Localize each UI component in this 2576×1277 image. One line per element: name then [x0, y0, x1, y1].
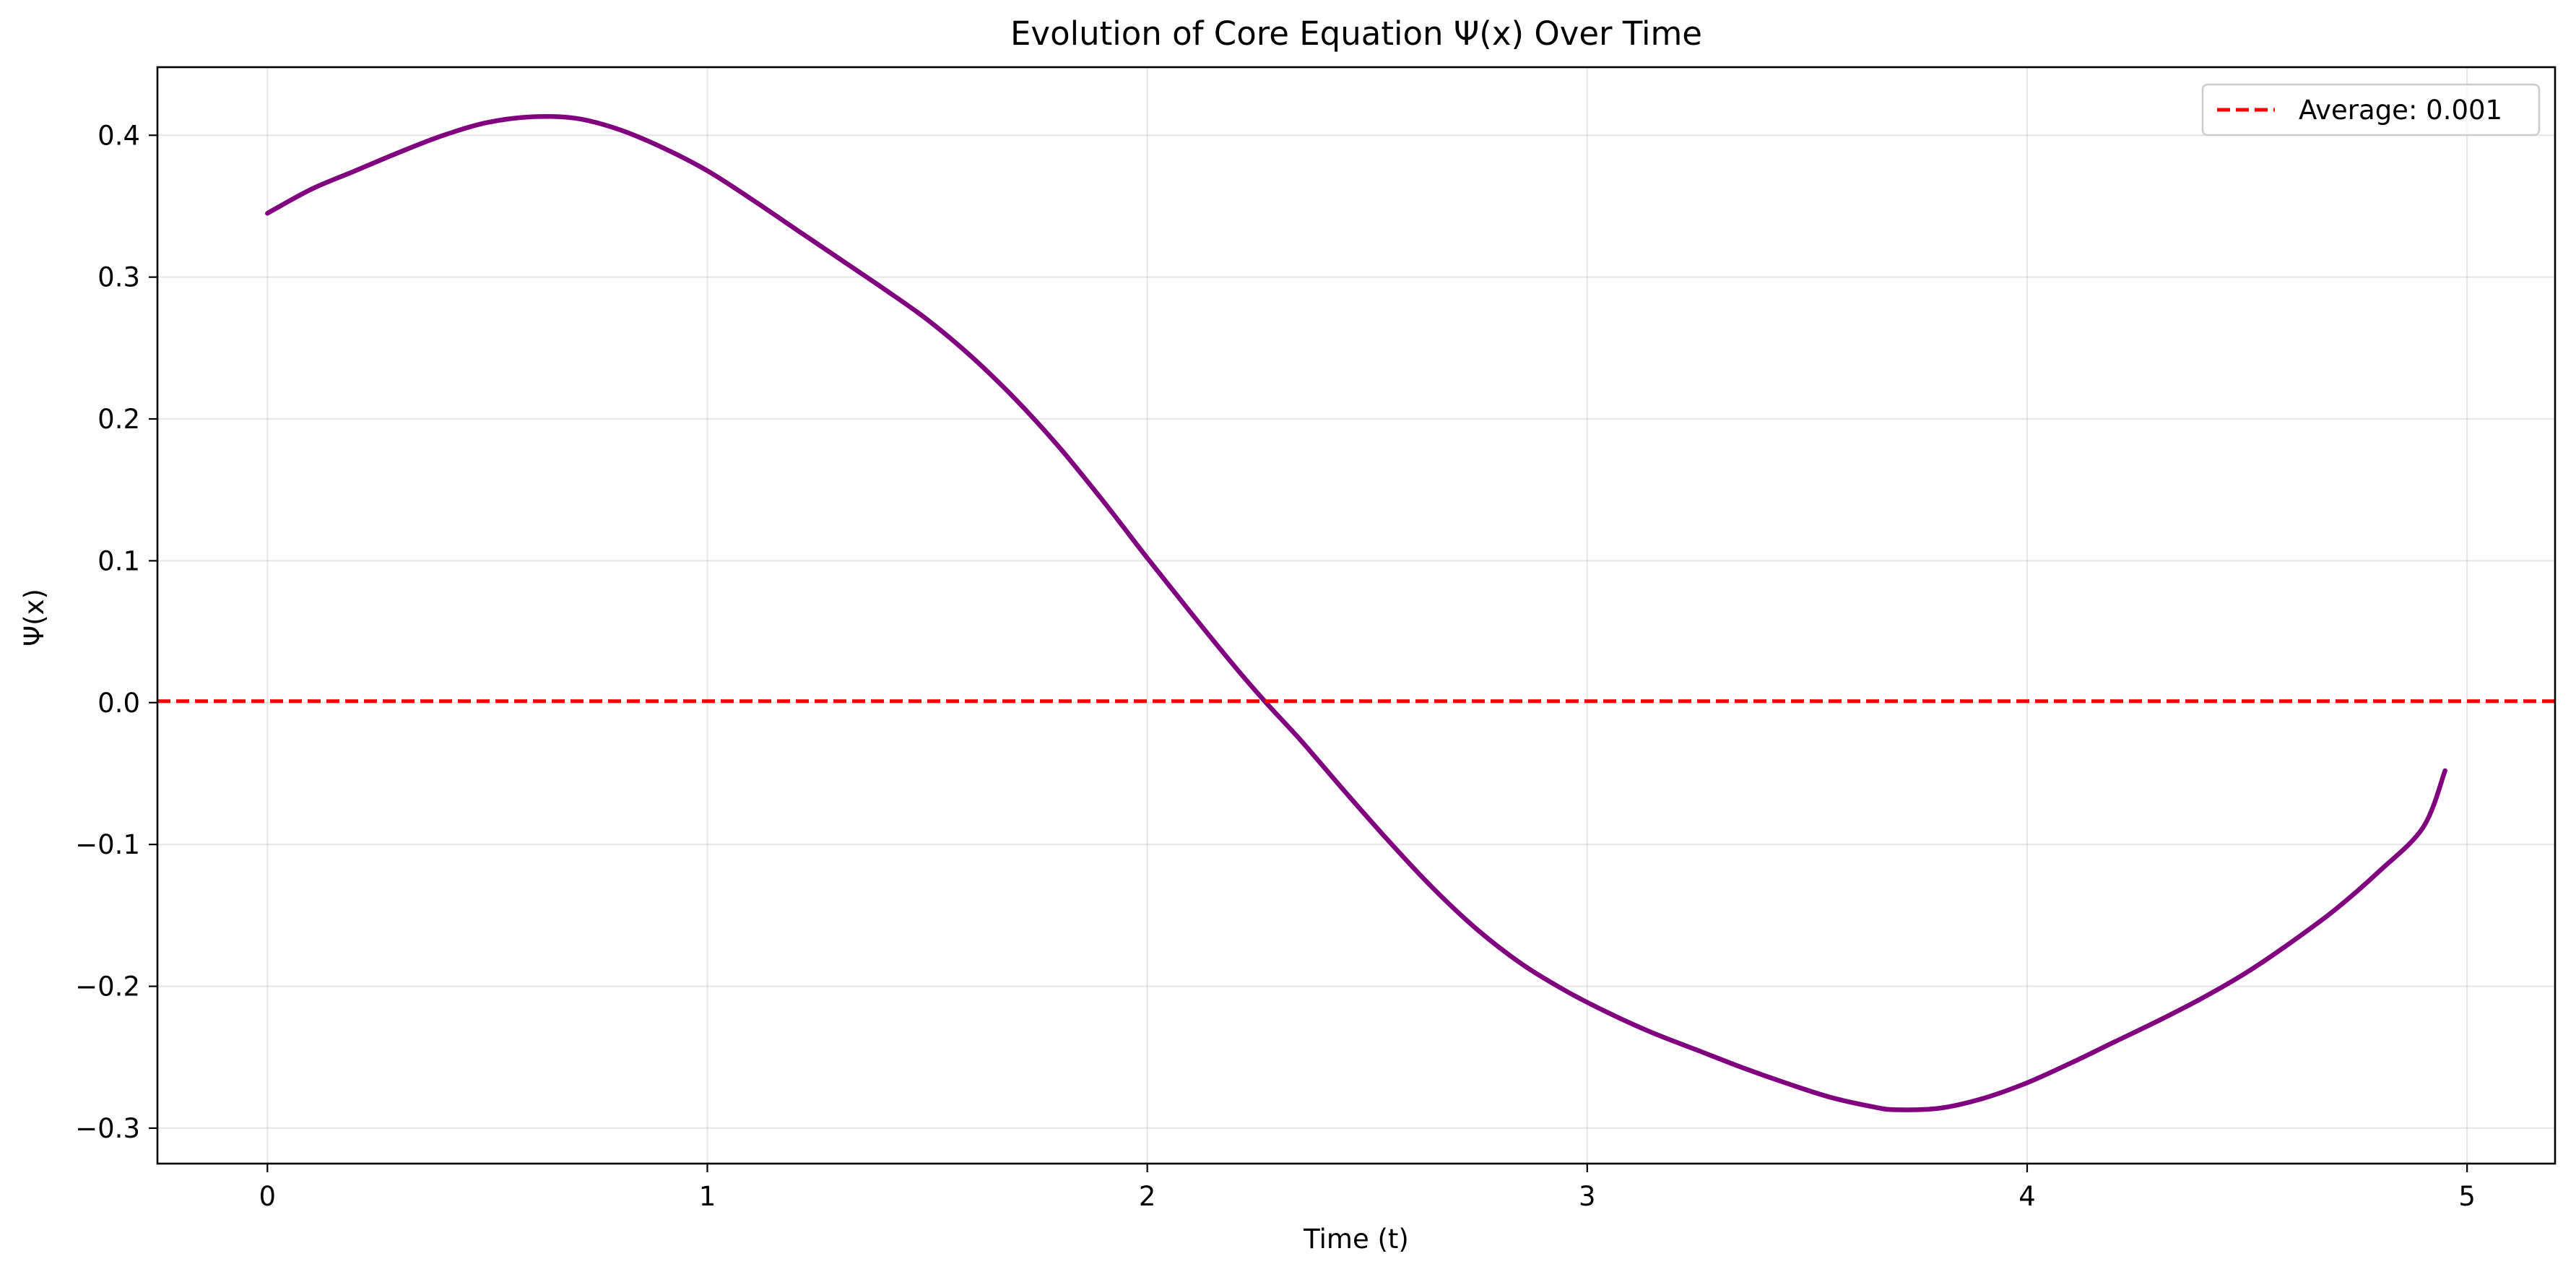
x-tick-label: 2 — [1139, 1181, 1156, 1212]
plot-frame — [156, 66, 2557, 1165]
chart-title: Evolution of Core Equation Ψ(x) Over Tim… — [1010, 14, 1702, 53]
x-axis-label: Time (t) — [1303, 1224, 1409, 1255]
psi-series-line — [265, 113, 2447, 1112]
x-tick-label: 4 — [2018, 1181, 2036, 1212]
y-tick-label: 0.0 — [97, 688, 140, 719]
y-tick-label: −0.1 — [75, 829, 140, 860]
y-tick-label: 0.2 — [97, 404, 140, 435]
y-axis-label: Ψ(x) — [19, 589, 50, 646]
y-tick-label: −0.3 — [75, 1113, 140, 1144]
legend-box — [2201, 83, 2541, 137]
series-layer — [157, 113, 2555, 1112]
y-tick-label: −0.2 — [75, 971, 140, 1003]
x-tick-label: 3 — [1579, 1181, 1596, 1212]
y-tick-label: 0.3 — [97, 262, 140, 293]
tick-layer: 0 1 2 3 4 5 −0.3 −0.2 −0.1 0.0 0.1 0.2 0.3 0.4 — [75, 120, 2476, 1212]
x-tick-label: 5 — [2458, 1181, 2476, 1212]
y-tick-label: 0.4 — [97, 120, 140, 151]
y-tick-label: 0.1 — [97, 545, 140, 576]
x-tick-label: 0 — [259, 1181, 277, 1212]
x-tick-label: 1 — [699, 1181, 716, 1212]
legend: Average: 0.001 — [2201, 83, 2541, 137]
legend-label-average: Average: 0.001 — [2299, 95, 2502, 126]
